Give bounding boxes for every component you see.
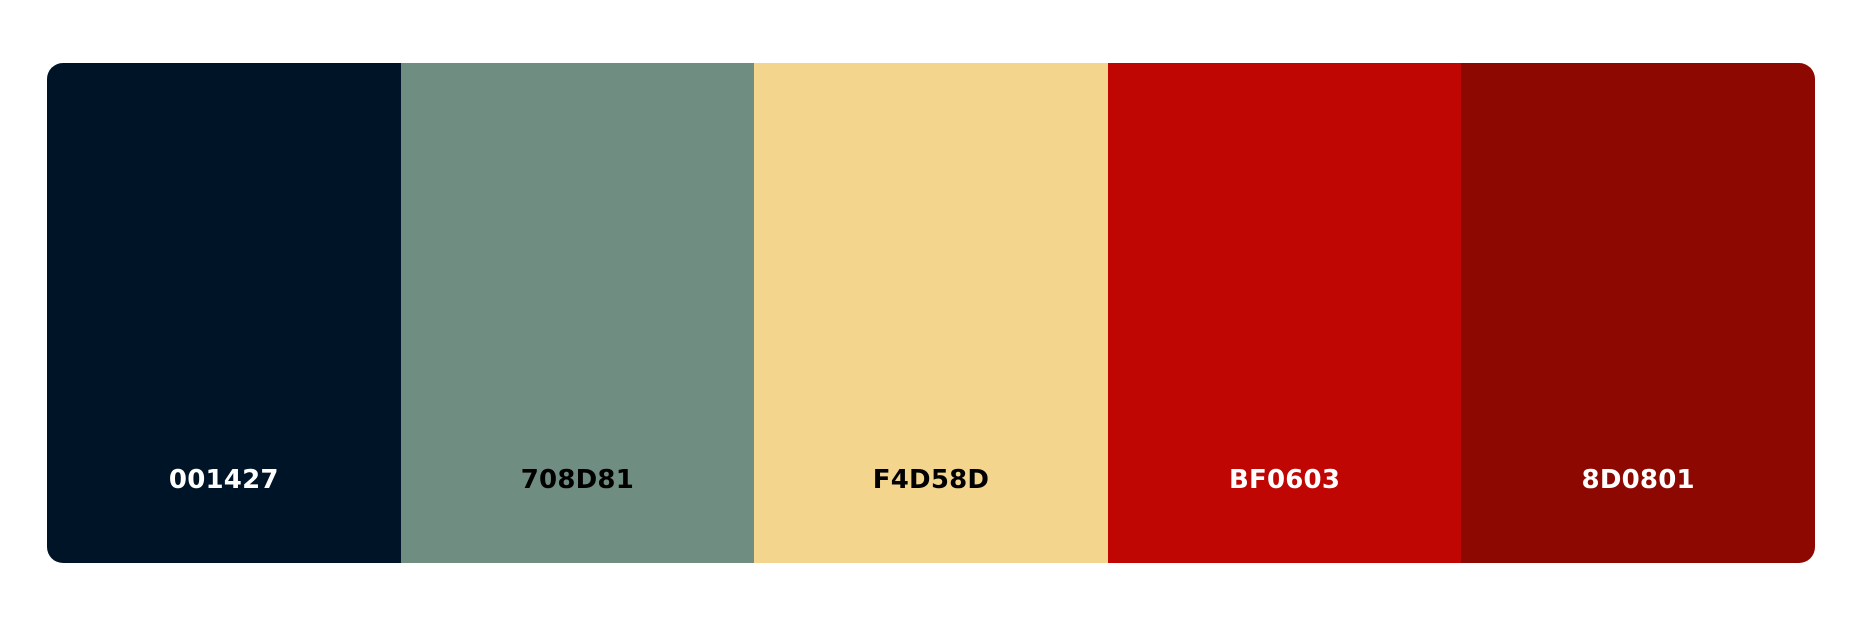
swatch-hex-label: 708D81 <box>520 465 635 495</box>
swatch-hex-label: 001427 <box>168 465 279 495</box>
color-swatch[interactable]: 8D0801 <box>1461 63 1815 563</box>
color-palette: 001427 708D81 F4D58D BF0603 8D0801 <box>47 63 1815 563</box>
color-swatch[interactable]: 708D81 <box>400 63 755 563</box>
color-swatch[interactable]: F4D58D <box>754 63 1108 563</box>
swatch-hex-label: F4D58D <box>872 465 990 495</box>
color-swatch[interactable]: 001427 <box>47 63 401 563</box>
swatch-hex-label: 8D0801 <box>1581 465 1695 495</box>
swatch-hex-label: BF0603 <box>1229 465 1341 495</box>
color-swatch[interactable]: BF0603 <box>1107 63 1462 563</box>
